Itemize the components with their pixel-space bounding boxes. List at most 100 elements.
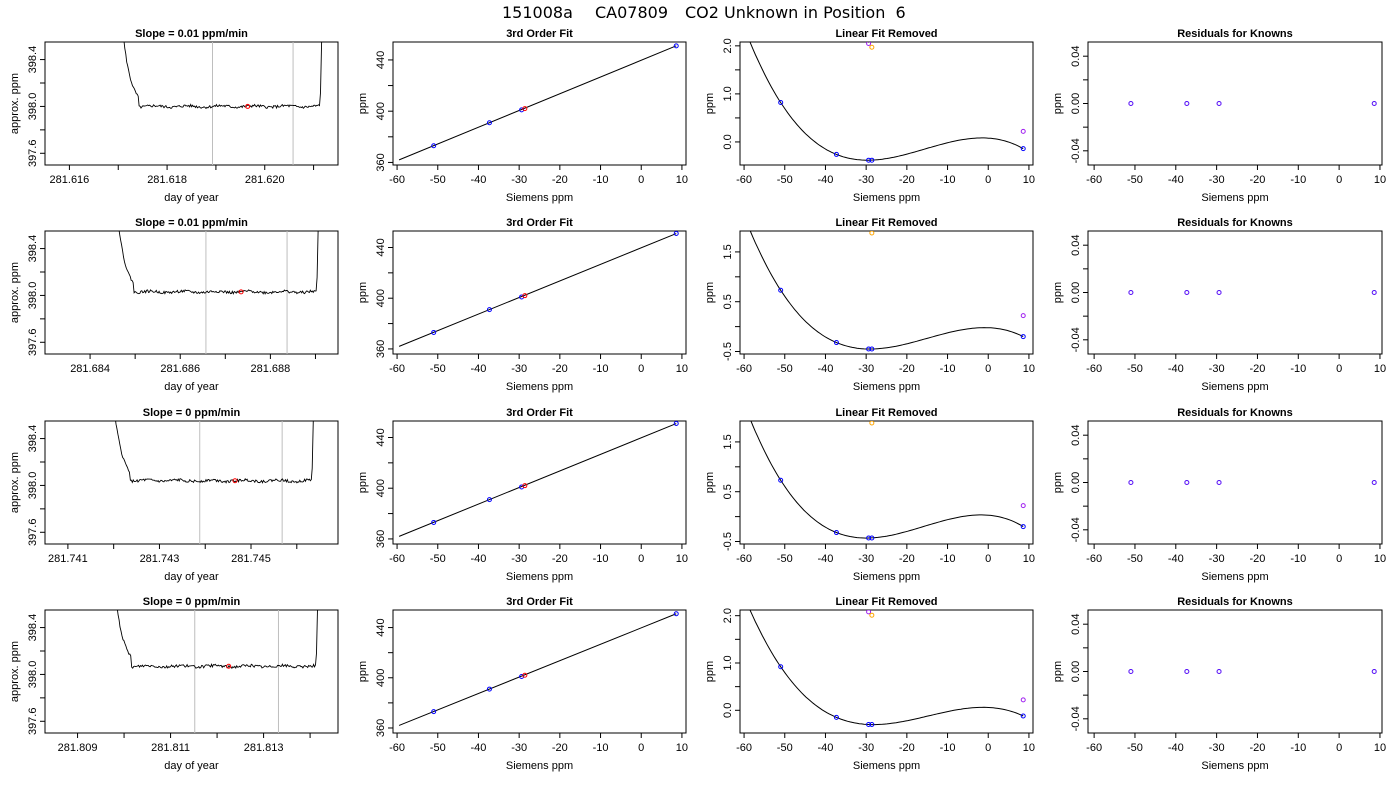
- plot-frame: [392, 420, 687, 545]
- plot-frame: [739, 609, 1034, 734]
- known-point: [778, 287, 784, 293]
- x-tick-label: -40: [471, 553, 487, 565]
- x-tick-label: -40: [1168, 553, 1184, 565]
- panel-1-0: Slope = 0.01 ppm/min 281.684 281.686 281.68…: [9, 217, 339, 393]
- fit-line: [398, 423, 677, 537]
- panel-title: Slope = 0.01 ppm/min: [135, 217, 248, 229]
- x-tick-label: -50: [777, 174, 793, 186]
- panel-3-0: Slope = 0 ppm/min 281.809 281.811 281.813 da…: [9, 596, 339, 772]
- known-point: [833, 151, 839, 157]
- x-tick-label: -50: [1127, 363, 1143, 375]
- x-tick-label: -60: [736, 553, 752, 565]
- x-tick-label: 0: [985, 742, 991, 754]
- x-tick-label: 281.620: [245, 174, 285, 186]
- x-tick-label: -50: [430, 363, 446, 375]
- fit-curve: [749, 42, 1024, 161]
- residual-point-overlay: [1216, 101, 1222, 106]
- x-tick-label: 0: [985, 553, 991, 565]
- x-tick-label: -50: [1127, 742, 1143, 754]
- x-tick-label: -20: [899, 174, 915, 186]
- panel-2-3: Residuals for Knowns -60 -50 -40 -30 -20 -10 0 1…: [1052, 407, 1386, 583]
- residual-point-overlay: [1128, 290, 1134, 295]
- panel-title: Residuals for Knowns: [1177, 217, 1293, 229]
- fit-curve: [750, 421, 1024, 539]
- x-tick-label: -40: [471, 742, 487, 754]
- y-tick-label: 0.5: [722, 484, 734, 499]
- residual-point-overlay: [1184, 290, 1190, 295]
- purple-point: [866, 610, 872, 615]
- y-axis-label: ppm: [704, 282, 716, 303]
- x-tick-label: -60: [1086, 363, 1102, 375]
- plot-body: [1128, 480, 1377, 485]
- x-axis-label: Siemens ppm: [1201, 192, 1268, 204]
- x-tick-label: 0: [638, 553, 644, 565]
- known-point: [833, 714, 839, 720]
- y-tick-label: 360: [375, 719, 387, 737]
- x-tick-label: 10: [1374, 553, 1386, 565]
- plot-body: [398, 421, 679, 537]
- x-tick-label: -50: [777, 363, 793, 375]
- x-tick-label: 281.684: [70, 363, 110, 375]
- x-tick-label: 281.686: [160, 363, 200, 375]
- x-tick-label: -30: [511, 363, 527, 375]
- panel-title: Slope = 0.01 ppm/min: [135, 28, 248, 40]
- y-tick-label: 400: [375, 479, 387, 497]
- y-tick-label: -0.5: [722, 342, 734, 361]
- x-tick-label: 10: [1374, 363, 1386, 375]
- purple-point: [1020, 313, 1026, 319]
- y-tick-label: 398.0: [27, 661, 39, 689]
- y-tick-label: -0.04: [1070, 327, 1082, 352]
- panel-2-2: Linear Fit Removed -60 -50 -40 -30 -20 -10 0 10 S…: [704, 407, 1035, 583]
- x-tick-label: -50: [430, 174, 446, 186]
- x-tick-label: -10: [593, 742, 609, 754]
- x-tick-label: -10: [593, 174, 609, 186]
- panel-title: Linear Fit Removed: [835, 28, 937, 40]
- plot-body: [1128, 101, 1377, 106]
- panel-0-0: Slope = 0.01 ppm/min 281.616 281.618 281.62…: [9, 28, 339, 204]
- panel-title: Slope = 0 ppm/min: [143, 407, 241, 419]
- x-tick-label: 10: [1023, 363, 1035, 375]
- x-tick-label: -20: [552, 363, 568, 375]
- x-tick-label: 10: [1374, 174, 1386, 186]
- x-tick-label: -60: [389, 553, 405, 565]
- panel-3-2: Linear Fit Removed -60 -50 -40 -30 -20 -10 0 10 S…: [704, 596, 1035, 772]
- x-tick-label: -40: [818, 742, 834, 754]
- known-point: [869, 346, 875, 352]
- x-tick-label: -10: [940, 174, 956, 186]
- plot-frame: [1087, 41, 1383, 166]
- plot-frame: [739, 420, 1034, 545]
- y-axis-label: ppm: [1052, 472, 1064, 493]
- x-tick-label: -50: [1127, 174, 1143, 186]
- known-point: [833, 530, 839, 536]
- plot-frame: [44, 41, 339, 166]
- x-tick-label: 10: [1023, 553, 1035, 565]
- x-tick-label: 281.809: [58, 742, 98, 754]
- x-tick-label: -20: [1250, 363, 1266, 375]
- plot-body: [749, 610, 1026, 727]
- x-axis-label: Siemens ppm: [1201, 760, 1268, 772]
- known-point: [1020, 524, 1026, 530]
- x-tick-label: 10: [676, 742, 688, 754]
- y-axis-label: ppm: [357, 661, 369, 682]
- fit-curve: [749, 231, 1024, 350]
- x-tick-label: -40: [1168, 174, 1184, 186]
- x-tick-label: -50: [777, 742, 793, 754]
- x-axis-label: Siemens ppm: [853, 192, 920, 204]
- fit-line: [398, 233, 677, 347]
- plot-frame: [392, 41, 687, 166]
- known-point: [486, 686, 492, 692]
- x-tick-label: -20: [552, 174, 568, 186]
- x-tick-label: -50: [1127, 553, 1143, 565]
- x-tick-label: -30: [1209, 174, 1225, 186]
- x-axis-label: day of year: [164, 192, 219, 204]
- y-tick-label: 398.4: [27, 46, 39, 74]
- x-tick-label: 0: [985, 174, 991, 186]
- panel-title: 3rd Order Fit: [506, 407, 573, 419]
- x-tick-label: 0: [1336, 174, 1342, 186]
- x-axis-label: Siemens ppm: [506, 760, 573, 772]
- x-tick-label: 281.618: [147, 174, 187, 186]
- y-tick-label: 0.0: [722, 703, 734, 718]
- mean-marker: [226, 663, 232, 669]
- y-tick-label: -0.04: [1070, 517, 1082, 542]
- y-axis-label: approx. ppm: [9, 452, 21, 513]
